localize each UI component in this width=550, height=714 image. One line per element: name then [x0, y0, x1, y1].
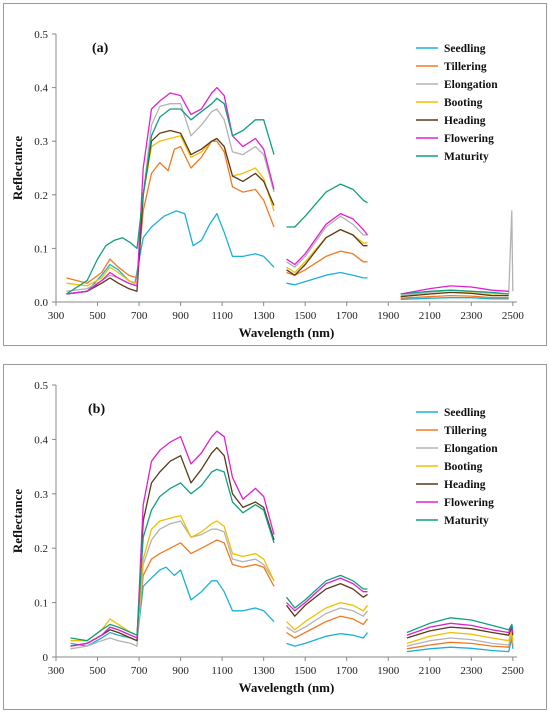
legend-label-flowering: Flowering	[444, 133, 494, 145]
x-tick-label: 1700	[336, 665, 359, 677]
y-axis-title: Reflectance	[10, 136, 25, 200]
legend-label-flowering: Flowering	[444, 497, 494, 509]
x-tick-label: 2300	[460, 310, 483, 322]
series-line-tillering	[66, 140, 275, 284]
x-tick-label: 1300	[253, 310, 276, 322]
series-line-elongation	[406, 631, 514, 647]
series-line-maturity	[66, 97, 275, 295]
legend-label-seedling: Seedling	[444, 43, 486, 55]
y-tick-label: 0.2	[34, 190, 48, 202]
x-tick-label: 1700	[336, 310, 359, 322]
x-axis-title: Wavelength (nm)	[239, 325, 335, 340]
series-line-seedling	[286, 271, 368, 286]
series-line-maturity	[400, 289, 509, 295]
series-line-maturity	[70, 468, 275, 642]
x-tick-label: 1300	[253, 665, 276, 677]
y-tick-label: 0.3	[34, 136, 48, 148]
series-line-maturity	[286, 183, 368, 228]
series-line-booting	[406, 629, 514, 645]
x-tick-label: 1100	[211, 665, 233, 677]
series-line-heading	[70, 446, 275, 647]
x-tick-label: 1500	[294, 310, 317, 322]
x-tick-label: 900	[172, 665, 189, 677]
x-tick-label: 2500	[502, 310, 525, 322]
legend-label-elongation: Elongation	[444, 443, 498, 455]
x-tick-label: 2500	[502, 665, 525, 677]
series-line-tillering	[286, 615, 369, 639]
series-line-heading	[285, 582, 368, 617]
series-line-elongation	[286, 607, 369, 634]
x-axis-title: Wavelength (nm)	[239, 680, 335, 695]
x-tick-label: 2100	[419, 665, 442, 677]
legend-label-booting: Booting	[444, 461, 483, 473]
chart-b-svg: 0 0.1 0.2 0.3 0.4 0.5 300 500 700 900 1100 1300 1500…	[10, 380, 525, 695]
x-tick-label: 300	[48, 310, 65, 322]
series-line-heading	[66, 129, 275, 295]
series-line-elongation	[400, 210, 514, 297]
x-tick-label: 2300	[460, 665, 483, 677]
series-line-flowering	[286, 577, 368, 612]
y-tick-label: 0.5	[34, 380, 48, 392]
y-tick-label: 0.4	[34, 434, 48, 446]
legend-label-heading: Heading	[444, 115, 486, 127]
legend-label-heading: Heading	[444, 479, 486, 491]
y-tick-label: 0.4	[34, 83, 48, 95]
x-tick-label: 2100	[419, 310, 442, 322]
series-line-seedling	[66, 210, 275, 295]
series-line-booting	[66, 135, 275, 287]
legend-label-tillering: Tillering	[444, 425, 487, 437]
series-line-booting	[70, 514, 275, 642]
chart-panel-a: 0.0 0.1 0.2 0.3 0.4 0.5 300 500 700 900 1100 1300 15…	[3, 3, 547, 346]
series-line-heading	[400, 291, 509, 298]
x-tick-label: 1100	[211, 310, 233, 322]
series-line-heading	[406, 626, 514, 639]
x-tick-label: 1500	[294, 665, 317, 677]
series-line-maturity	[285, 574, 368, 609]
x-tick-label: 1900	[377, 665, 400, 677]
legend-label-seedling: Seedling	[444, 407, 486, 419]
y-tick-label: 0.1	[34, 598, 48, 610]
series-line-seedling	[286, 632, 369, 647]
y-tick-label: 0	[43, 652, 49, 664]
series-line-seedling	[70, 566, 275, 647]
series-line-heading	[286, 228, 368, 276]
series-line-maturity	[406, 617, 514, 634]
y-tick-label: 0.1	[34, 243, 48, 255]
x-tick-label: 500	[89, 665, 106, 677]
series-line-elongation	[70, 520, 275, 650]
chart-panel-b: 0 0.1 0.2 0.3 0.4 0.5 300 500 700 900 1100 1300 1500…	[3, 364, 547, 710]
panel-label: (a)	[92, 41, 109, 56]
series-line-elongation	[66, 103, 275, 292]
x-tick-label: 900	[172, 310, 189, 322]
legend-label-maturity: Maturity	[444, 515, 489, 527]
chart-a-svg: 0.0 0.1 0.2 0.3 0.4 0.5 300 500 700 900 1100 1300 15…	[10, 29, 525, 340]
y-tick-label: 0.0	[34, 297, 48, 309]
legend-label-tillering: Tillering	[444, 61, 487, 73]
x-tick-label: 700	[131, 310, 148, 322]
series-line-flowering	[286, 212, 369, 266]
series-line-flowering	[400, 285, 509, 295]
x-tick-label: 500	[89, 310, 106, 322]
series-line-tillering	[400, 294, 509, 299]
y-tick-label: 0.3	[34, 489, 48, 501]
legend-label-booting: Booting	[444, 97, 483, 109]
series-line-booting	[286, 601, 369, 631]
y-tick-label: 0.5	[34, 29, 48, 41]
series-line-elongation	[286, 215, 368, 268]
y-tick-label: 0.2	[34, 543, 48, 555]
panel-label: (b)	[88, 402, 105, 417]
x-tick-label: 700	[131, 665, 148, 677]
series-line-seedling	[400, 297, 509, 300]
y-axis-title: Reflectance	[10, 489, 25, 553]
x-tick-label: 300	[48, 665, 65, 677]
series-line-booting	[286, 228, 368, 274]
series-line-flowering	[70, 430, 275, 647]
legend-label-elongation: Elongation	[444, 79, 498, 91]
series-line-seedling	[406, 637, 514, 653]
series-line-flowering	[66, 86, 275, 295]
legend-label-maturity: Maturity	[444, 151, 489, 163]
x-tick-label: 1900	[377, 310, 400, 322]
